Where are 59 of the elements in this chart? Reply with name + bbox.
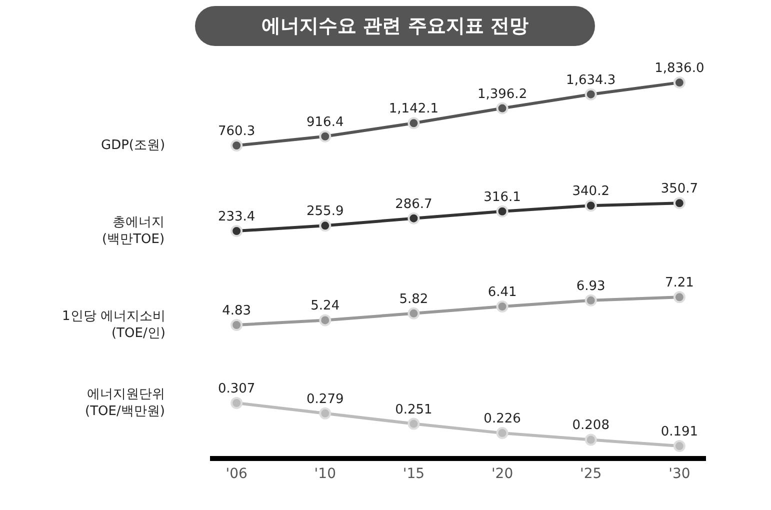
x-tick-label: '30 xyxy=(668,466,690,482)
point xyxy=(673,76,686,89)
data-label: 1,634.3 xyxy=(566,72,616,88)
text: 총에너지 (백만TOE) xyxy=(102,215,165,247)
data-label: 760.3 xyxy=(218,124,256,139)
point xyxy=(673,197,686,210)
data-label: 4.83 xyxy=(222,304,252,318)
point xyxy=(584,88,597,100)
point xyxy=(319,407,332,420)
point xyxy=(496,102,508,114)
point xyxy=(230,225,243,237)
data-label: 316.1 xyxy=(484,190,521,205)
x-tick-label: '15 xyxy=(402,466,425,482)
data-label: 0.307 xyxy=(218,382,256,396)
point xyxy=(673,440,686,452)
data-label: 916.4 xyxy=(306,114,344,130)
data-label: 350.7 xyxy=(660,182,698,197)
data-label: 0.191 xyxy=(660,424,698,440)
x-tick-label: '10 xyxy=(314,466,336,482)
data-label: 0.251 xyxy=(395,402,432,418)
data-label: 6.41 xyxy=(488,285,517,300)
text: GDP(조원) xyxy=(101,138,166,153)
x-tick-label: '25 xyxy=(580,466,602,482)
point xyxy=(408,212,420,224)
point xyxy=(319,220,332,232)
data-label: 7.21 xyxy=(664,276,694,291)
data-label: 5.82 xyxy=(399,292,428,307)
point xyxy=(319,130,332,142)
text: 에너지원단위 (TOE/백만원) xyxy=(85,387,165,419)
point xyxy=(496,427,508,440)
x-tick-label: '06 xyxy=(226,466,248,482)
point xyxy=(584,434,597,446)
chart-title: 에너지수요 관련 주요지표 전망 xyxy=(195,6,595,46)
data-label: 286.7 xyxy=(395,196,432,212)
data-label: 1,142.1 xyxy=(388,102,439,117)
data-label: 1,836.0 xyxy=(654,61,704,76)
x-tick-label: '20 xyxy=(491,466,514,482)
point xyxy=(496,300,508,313)
point xyxy=(584,294,597,306)
point xyxy=(584,200,597,212)
point xyxy=(408,307,420,320)
data-label: 255.9 xyxy=(306,204,344,220)
data-label: 233.4 xyxy=(218,210,256,224)
data-label: 6.93 xyxy=(576,278,606,294)
data-label: 1,396.2 xyxy=(477,86,528,102)
point xyxy=(408,418,420,430)
point xyxy=(319,314,332,326)
data-label: 0.226 xyxy=(484,412,521,427)
point xyxy=(230,140,243,152)
data-label: 0.279 xyxy=(306,392,344,407)
point xyxy=(230,319,243,331)
point xyxy=(408,117,420,130)
text: 1인당 에너지소비 (TOE/인) xyxy=(62,309,166,341)
data-label: 0.208 xyxy=(572,418,610,434)
point xyxy=(230,397,243,409)
data-label: 340.2 xyxy=(572,184,610,200)
data-label: 5.24 xyxy=(310,298,340,314)
point xyxy=(496,205,508,218)
point xyxy=(673,291,686,304)
